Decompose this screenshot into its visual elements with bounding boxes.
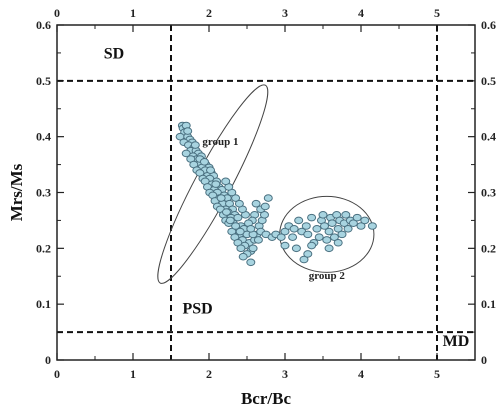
data-point	[231, 194, 241, 202]
region-label: PSD	[182, 301, 212, 318]
data-point	[211, 180, 221, 188]
data-point	[307, 213, 317, 222]
data-point	[318, 211, 328, 219]
group-label: group 2	[309, 270, 346, 282]
y-axis-title: Mrs/Ms	[7, 163, 26, 221]
data-point	[314, 233, 324, 241]
data-point	[221, 177, 231, 186]
data-point	[367, 222, 377, 230]
region-label: SD	[104, 46, 124, 63]
data-point	[299, 255, 309, 264]
data-point	[288, 233, 298, 241]
data-point	[190, 141, 200, 149]
data-point	[251, 199, 261, 208]
y-right-tick-label: 0.3	[481, 186, 496, 200]
x-top-tick-label: 5	[434, 6, 440, 20]
data-point	[294, 216, 304, 225]
data-point	[246, 258, 256, 267]
y-tick-label: 0	[45, 353, 51, 367]
data-point	[348, 219, 358, 228]
data-point	[260, 202, 270, 211]
y-right-tick-label: 0.2	[481, 241, 496, 255]
data-point	[225, 216, 235, 225]
data-point	[289, 224, 299, 233]
data-point	[246, 224, 256, 233]
x-tick-label: 0	[54, 367, 60, 381]
y-right-tick-label: 0.6	[481, 18, 496, 32]
y-tick-label: 0.3	[36, 186, 51, 200]
group-layer	[157, 84, 375, 284]
data-point	[235, 227, 245, 236]
x-top-tick-label: 1	[130, 6, 136, 20]
x-tick-label: 1	[130, 367, 136, 381]
data-point	[337, 230, 347, 239]
data-point	[280, 227, 290, 236]
data-point	[263, 194, 273, 202]
data-point	[280, 241, 290, 250]
data-point	[303, 230, 313, 239]
data-point	[231, 222, 241, 230]
label-layer: SD PSD MD group 1 group 2	[104, 46, 470, 351]
data-point	[236, 244, 246, 253]
data-point	[206, 166, 216, 174]
region-label: MD	[443, 333, 470, 350]
data-point	[324, 244, 334, 253]
data-point	[356, 222, 366, 230]
x-top-tick-label: 0	[54, 6, 60, 20]
data-point	[343, 224, 353, 233]
plot-frame	[56, 24, 476, 361]
data-point	[183, 127, 193, 135]
data-point	[322, 236, 332, 244]
data-point	[259, 211, 269, 219]
x-tick-label: 4	[358, 367, 364, 381]
data-point	[329, 233, 339, 241]
y-tick-label: 0.6	[36, 18, 51, 32]
points-layer	[175, 121, 377, 267]
data-point	[238, 252, 248, 261]
data-point	[303, 250, 313, 258]
data-point	[352, 213, 362, 222]
x-top-tick-label: 2	[206, 6, 212, 20]
data-point	[199, 157, 209, 166]
y-right-tick-label: 0.4	[481, 130, 496, 144]
data-point	[301, 222, 311, 230]
data-point	[216, 194, 226, 202]
data-point	[324, 227, 334, 236]
data-point	[320, 222, 330, 230]
x-tick-label: 5	[434, 367, 440, 381]
boundary-layer	[57, 25, 475, 360]
x-tick-label: 3	[282, 367, 288, 381]
y-tick-label: 0.4	[36, 130, 51, 144]
data-point	[307, 241, 317, 250]
y-tick-label: 0.1	[36, 297, 51, 311]
data-point	[360, 216, 370, 225]
data-point	[333, 224, 343, 233]
data-point	[248, 244, 258, 253]
y-right-tick-label: 0.5	[481, 74, 496, 88]
data-point	[234, 199, 244, 208]
data-point	[333, 238, 343, 247]
y-tick-label: 0.5	[36, 74, 51, 88]
data-point	[276, 233, 286, 241]
data-point	[233, 213, 243, 222]
group-label: group 1	[202, 136, 238, 148]
data-point	[253, 236, 263, 244]
data-point	[327, 219, 337, 228]
data-point	[291, 244, 301, 253]
y-tick-label: 0.2	[36, 241, 51, 255]
y-right-tick-label: 0	[481, 353, 487, 367]
x-tick-label: 2	[206, 367, 212, 381]
x-axis-title: Bcr/Bc	[241, 389, 291, 408]
data-point	[221, 208, 231, 216]
x-top-tick-label: 3	[282, 6, 288, 20]
y-right-tick-label: 0.1	[481, 297, 496, 311]
x-top-tick-label: 4	[358, 6, 364, 20]
data-point	[312, 224, 322, 233]
data-point	[341, 211, 351, 219]
